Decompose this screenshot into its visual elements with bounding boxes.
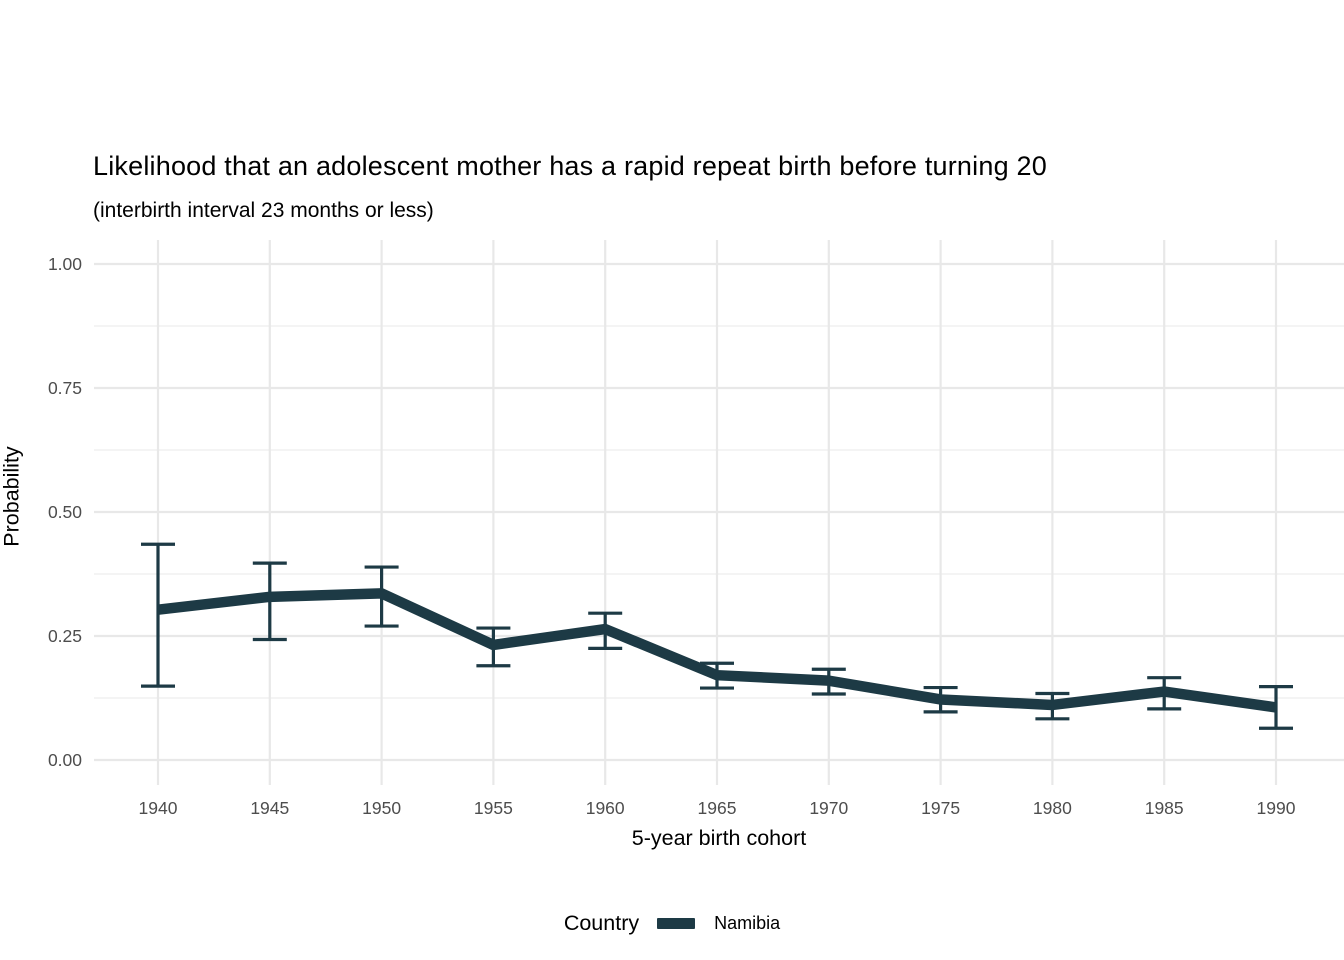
x-tick-label: 1940 [139, 798, 178, 818]
x-tick-label: 1950 [362, 798, 401, 818]
x-tick-label: 1955 [474, 798, 513, 818]
y-tick-label: 0.75 [48, 378, 82, 398]
x-tick-label: 1990 [1257, 798, 1296, 818]
y-tick-label: 0.00 [48, 750, 82, 770]
chart-subtitle: (interbirth interval 23 months or less) [93, 199, 434, 222]
legend-line-swatch [657, 917, 696, 929]
chart-title: Likelihood that an adolescent mother has… [93, 151, 1047, 181]
x-tick-label: 1975 [921, 798, 960, 818]
x-tick-label: 1970 [809, 798, 848, 818]
x-axis-title: 5-year birth cohort [631, 826, 807, 850]
x-tick-label: 1980 [1033, 798, 1072, 818]
x-tick-label: 1985 [1145, 798, 1184, 818]
y-tick-label: 0.25 [48, 626, 82, 646]
legend-title: Country [563, 910, 640, 935]
y-tick-label: 1.00 [48, 254, 82, 274]
data-line-namibia [157, 588, 1277, 713]
legend: Country Namibia [0, 906, 1344, 940]
y-tick-label: 0.50 [48, 502, 82, 522]
x-tick-label: 1960 [586, 798, 625, 818]
x-tick-label: 1945 [250, 798, 289, 818]
legend-item-label: Namibia [714, 912, 781, 933]
x-tick-label: 1965 [698, 798, 737, 818]
